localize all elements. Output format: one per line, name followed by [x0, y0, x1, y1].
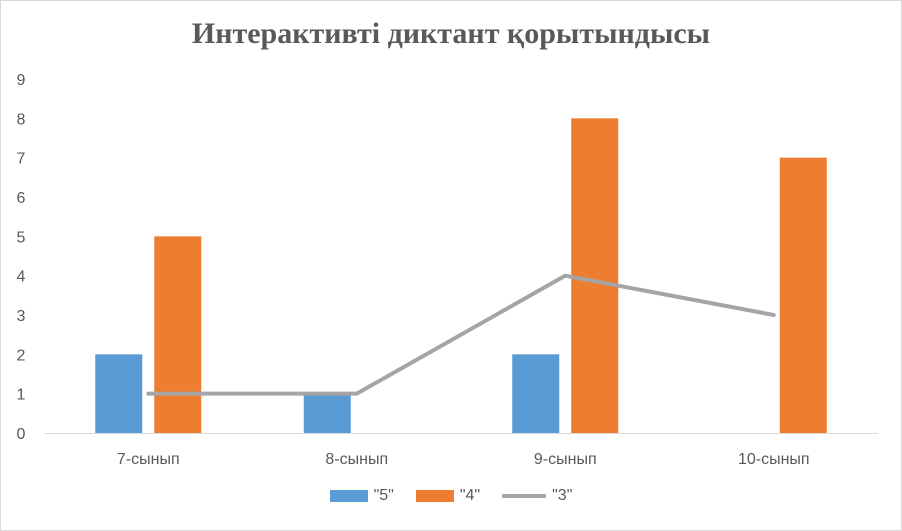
y-tick-label: 7	[17, 151, 26, 168]
legend-swatch-4	[415, 490, 454, 502]
legend: "5" "4" "3"	[1, 487, 901, 505]
bar	[779, 157, 827, 433]
bar	[571, 118, 619, 433]
y-tick-label: 8	[17, 111, 26, 128]
legend-item-4: "4"	[415, 487, 481, 505]
x-tick-label: 7-сынып	[117, 451, 180, 468]
bar	[154, 236, 202, 433]
chart-title: Интерактивті диктант қорытындысы	[191, 17, 711, 50]
x-tick-label: 8-сынып	[325, 451, 388, 468]
bar	[95, 354, 143, 433]
y-tick-label: 9	[17, 72, 26, 89]
y-tick-label: 0	[17, 426, 26, 443]
bar	[303, 393, 351, 433]
bar	[512, 354, 560, 433]
y-tick-label: 3	[17, 308, 26, 325]
x-tick-label: 9-сынып	[534, 451, 597, 468]
legend-label-3: "3"	[552, 487, 573, 504]
legend-item-5: "5"	[329, 487, 394, 505]
legend-label-5: "5"	[373, 487, 394, 504]
y-tick-label: 5	[17, 229, 26, 246]
legend-swatch-3	[502, 494, 547, 498]
y-tick-label: 6	[17, 190, 26, 207]
series-line	[146, 273, 776, 396]
legend-label-4: "4"	[459, 487, 481, 504]
legend-swatch-5	[329, 490, 368, 502]
legend-item-3: "3"	[502, 487, 572, 505]
y-tick-label: 2	[17, 347, 26, 364]
x-tick-label: 10-сынып	[738, 451, 810, 468]
y-tick-label: 1	[17, 387, 26, 404]
y-tick-label: 4	[17, 269, 26, 286]
